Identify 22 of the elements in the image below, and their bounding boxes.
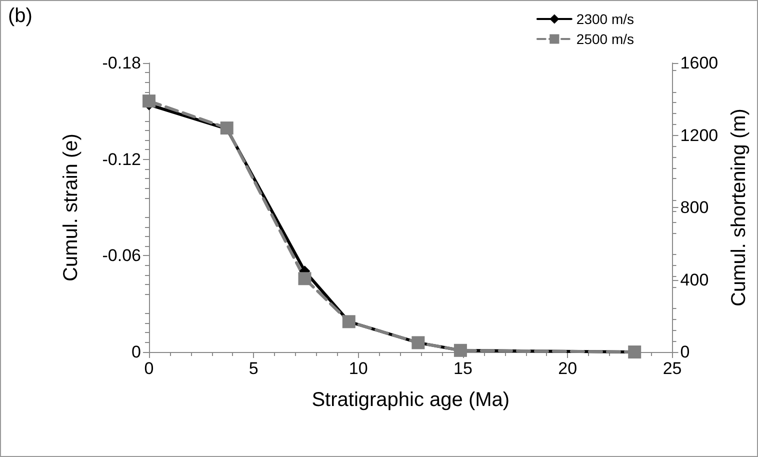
- x-tick-label: 10: [348, 359, 368, 378]
- y2-tick-label: 1600: [680, 54, 718, 72]
- x-tick-label: 15: [454, 359, 472, 378]
- x-tick-label: 5: [248, 359, 258, 378]
- y2-axis-title: Cumul. shortening (m): [728, 108, 750, 306]
- y-tick-label: -0.06: [102, 246, 141, 266]
- point: [298, 272, 312, 286]
- y-tick-label: -0.18: [102, 54, 141, 72]
- y2-tick-label: 400: [680, 270, 709, 290]
- y2-tick-label: 0: [680, 342, 690, 362]
- x-axis-title: Stratigraphic age (Ma): [312, 389, 510, 411]
- legend-label: 2500 m/s: [576, 31, 634, 47]
- chart-title: (b): [8, 5, 32, 27]
- x-tick-label: 0: [144, 359, 154, 378]
- x-tick-label: 25: [662, 359, 682, 378]
- y-axis-title: Cumul. strain (e): [60, 134, 82, 282]
- y2-tick-label: 800: [680, 198, 709, 217]
- legend-label: 2300 m/s: [576, 11, 634, 27]
- y-tick-label: -0.12: [102, 150, 141, 169]
- x-tick-label: 20: [558, 359, 578, 378]
- y-tick-label: 0: [132, 342, 141, 362]
- y2-tick-label: 1200: [680, 126, 718, 145]
